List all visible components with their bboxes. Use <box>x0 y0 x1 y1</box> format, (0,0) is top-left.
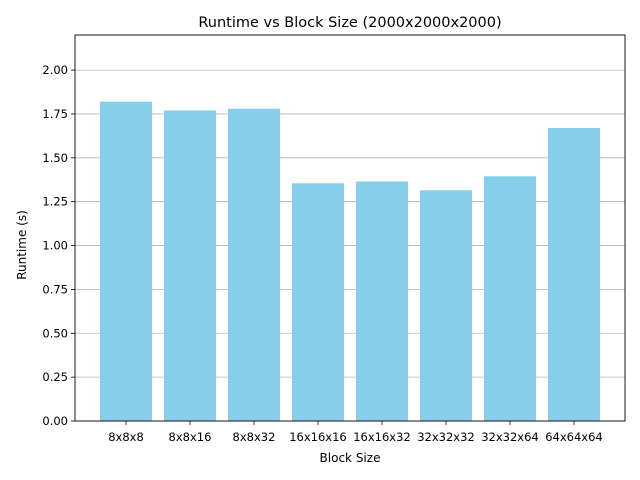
plot-frame <box>74 34 626 422</box>
y-tick-label: 1.50 <box>42 151 68 165</box>
bar-64x64x64 <box>548 127 600 421</box>
x-tick-label: 64x64x64 <box>545 430 603 444</box>
bar-32x32x32 <box>420 190 472 421</box>
y-tick-label: 0.00 <box>42 414 68 428</box>
y-tick-label: 1.25 <box>42 195 68 209</box>
y-tick-label: 0.75 <box>42 282 68 296</box>
chart-title: Runtime vs Block Size (2000x2000x2000) <box>198 15 501 31</box>
y-tick-label: 1.75 <box>42 107 68 121</box>
x-tick-label: 16x16x16 <box>289 430 347 444</box>
x-tick-label: 16x16x32 <box>353 430 411 444</box>
x-axis-label: Block Size <box>320 451 381 465</box>
bars <box>100 101 600 421</box>
y-tick-label: 0.25 <box>42 370 68 384</box>
x-tick-label: 8x8x32 <box>233 430 276 444</box>
bar-16x16x32 <box>356 181 408 421</box>
x-tick-label: 8x8x16 <box>169 430 212 444</box>
y-tick-label: 0.50 <box>42 326 68 340</box>
x-tick-label: 32x32x64 <box>481 430 539 444</box>
x-tick-label: 8x8x8 <box>108 430 144 444</box>
bar-16x16x16 <box>292 183 344 421</box>
y-gridlines <box>75 69 625 422</box>
x-tick-label: 32x32x32 <box>417 430 475 444</box>
y-tick-label: 1.00 <box>42 239 68 253</box>
bar-32x32x64 <box>484 176 536 421</box>
bar-8x8x8 <box>100 101 152 421</box>
y-axis-label: Runtime (s) <box>15 210 29 280</box>
y-axis-ticks: 0.00 0.25 0.50 0.75 1.00 1.25 1.50 1.75 2.00 <box>42 63 75 428</box>
bar-8x8x16 <box>164 110 216 421</box>
x-axis-ticks: 8x8x8 8x8x16 8x8x32 16x16x16 16x16x32 32x32x3… <box>108 421 603 444</box>
y-tick-label: 2.00 <box>42 63 68 77</box>
bar-8x8x32 <box>228 108 280 421</box>
